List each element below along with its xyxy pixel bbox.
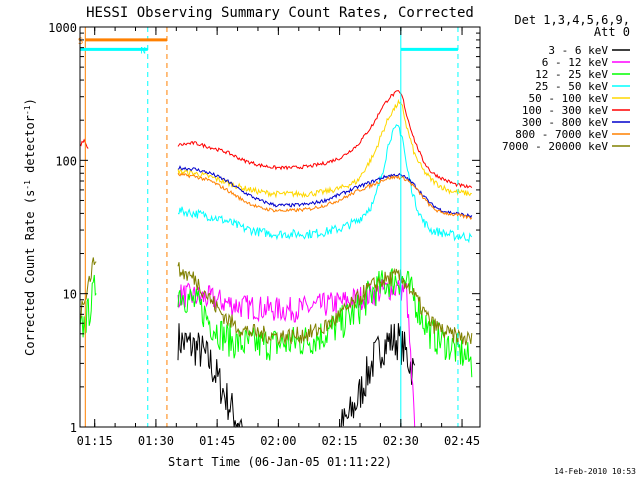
- series-line-800-7000-kev: [177, 172, 473, 221]
- legend-header-line2: Att 0: [594, 25, 630, 39]
- x-tick-label-01-45: 01:45: [199, 434, 235, 448]
- legend-label-300-800-kev: 300 - 800 keV: [522, 116, 608, 129]
- flags-layer: SN: [78, 27, 459, 427]
- series-line-7000-20000-kev: [79, 257, 473, 346]
- y-axis-label-part3: ): [23, 98, 37, 105]
- flag-label-n: N: [140, 46, 145, 56]
- legend-label-800-7000-kev: 800 - 7000 keV: [515, 128, 608, 141]
- x-tick-label-02-45: 02:45: [444, 434, 480, 448]
- y-axis-label-part1: Corrected Count Rate (s: [23, 190, 37, 356]
- legend-label-3-6-kev: 3 - 6 keV: [548, 44, 608, 57]
- legend-label-6-12-kev: 6 - 12 keV: [542, 56, 609, 69]
- y-tick-label-10: 10: [63, 288, 77, 302]
- legend-label-25-50-kev: 25 - 50 keV: [535, 80, 608, 93]
- y-tick-label-100: 100: [55, 154, 77, 168]
- series-line-25-50-kev: [177, 124, 473, 244]
- legend-label-100-300-kev: 100 - 300 keV: [522, 104, 608, 117]
- series-line-100-300-kev: [79, 90, 473, 189]
- legend-label-50-100-kev: 50 - 100 keV: [529, 92, 609, 105]
- x-tick-label-02-30: 02:30: [383, 434, 419, 448]
- y-tick-label-1000: 1000: [48, 21, 77, 35]
- footer-timestamp: 14-Feb-2010 10:53: [554, 467, 636, 476]
- y-tick-label-1: 1: [70, 421, 77, 435]
- axes-layer: 01:15 01:30 01:45 02:00 02:15 02:30 02:45 1 10 10…: [48, 21, 480, 448]
- y-axis-label-sup1: -1: [23, 180, 32, 190]
- series-line-12-25-kev: [79, 268, 473, 378]
- x-tick-label-01-30: 01:30: [138, 434, 174, 448]
- y-axis-label: Corrected Count Rate (s-1 detector-1): [23, 98, 38, 356]
- y-axis-label-sup2: -1: [23, 105, 32, 115]
- plot-frame: [79, 26, 481, 428]
- legend-label-7000-20000-kev: 7000 - 20000 keV: [502, 140, 608, 153]
- legend-header-line1: Det 1,3,4,5,6,9,: [514, 13, 630, 27]
- x-tick-label-02-15: 02:15: [322, 434, 358, 448]
- x-tick-label-01-15: 01:15: [77, 434, 113, 448]
- legend-label-12-25-kev: 12 - 25 keV: [535, 68, 608, 81]
- flag-label-s: S: [78, 37, 83, 47]
- chart-title: HESSI Observing Summary Count Rates, Cor…: [86, 5, 474, 21]
- series-line-50-100-kev: [177, 98, 472, 199]
- series-layer: [79, 90, 473, 429]
- x-tick-label-02-00: 02:00: [260, 434, 296, 448]
- y-axis-label-part2: detector: [23, 115, 37, 180]
- x-axis-label: Start Time (06-Jan-05 01:11:22): [168, 455, 392, 469]
